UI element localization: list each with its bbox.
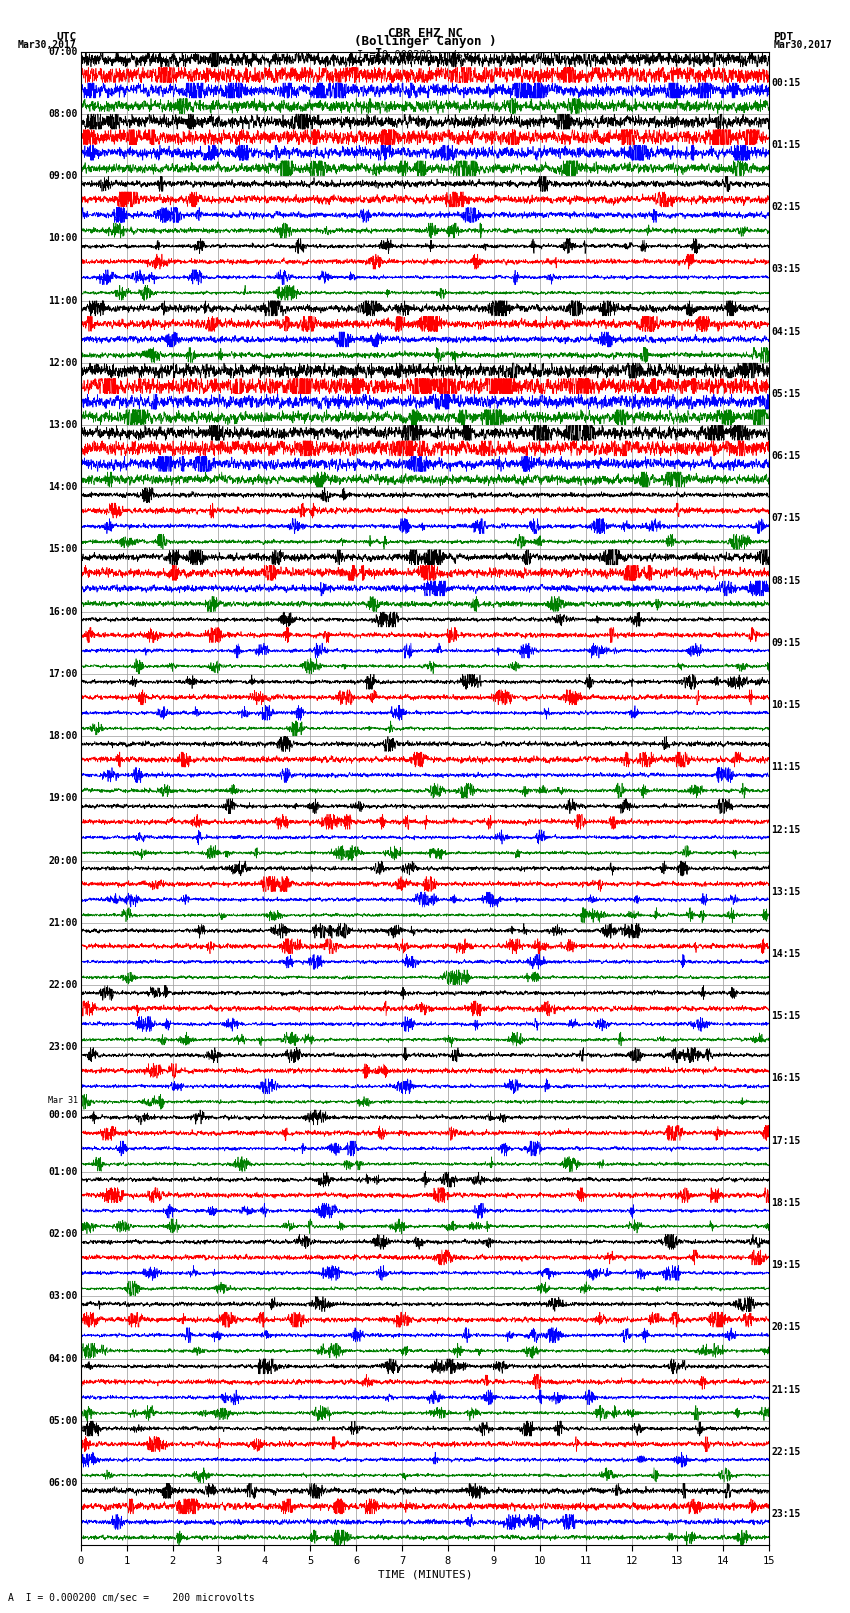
Text: 15:00: 15:00 <box>48 545 78 555</box>
Text: 21:15: 21:15 <box>771 1384 801 1395</box>
Text: Mar30,2017: Mar30,2017 <box>774 40 832 50</box>
Text: 13:00: 13:00 <box>48 419 78 431</box>
Text: 00:15: 00:15 <box>771 77 801 87</box>
Text: PDT: PDT <box>774 32 794 42</box>
Text: 01:15: 01:15 <box>771 140 801 150</box>
Text: 17:00: 17:00 <box>48 669 78 679</box>
Text: 19:15: 19:15 <box>771 1260 801 1269</box>
Text: 10:00: 10:00 <box>48 234 78 244</box>
Text: 14:15: 14:15 <box>771 948 801 960</box>
Text: 11:15: 11:15 <box>771 763 801 773</box>
Text: 16:15: 16:15 <box>771 1074 801 1084</box>
Text: Mar30,2017: Mar30,2017 <box>18 40 76 50</box>
Text: 20:00: 20:00 <box>48 855 78 866</box>
Text: 16:00: 16:00 <box>48 606 78 616</box>
Text: I: I <box>375 47 382 60</box>
Text: 17:15: 17:15 <box>771 1136 801 1145</box>
Text: 02:00: 02:00 <box>48 1229 78 1239</box>
X-axis label: TIME (MINUTES): TIME (MINUTES) <box>377 1569 473 1579</box>
Text: 01:00: 01:00 <box>48 1166 78 1177</box>
Text: 20:15: 20:15 <box>771 1323 801 1332</box>
Text: 06:00: 06:00 <box>48 1478 78 1489</box>
Text: 18:00: 18:00 <box>48 731 78 742</box>
Text: 09:15: 09:15 <box>771 637 801 648</box>
Text: UTC: UTC <box>56 32 76 42</box>
Text: 03:00: 03:00 <box>48 1292 78 1302</box>
Text: 23:00: 23:00 <box>48 1042 78 1052</box>
Text: 18:15: 18:15 <box>771 1198 801 1208</box>
Text: 03:15: 03:15 <box>771 265 801 274</box>
Text: 05:00: 05:00 <box>48 1416 78 1426</box>
Text: I = 0.000200 cm/sec: I = 0.000200 cm/sec <box>357 50 476 60</box>
Text: 22:15: 22:15 <box>771 1447 801 1457</box>
Text: 04:15: 04:15 <box>771 327 801 337</box>
Text: 04:00: 04:00 <box>48 1353 78 1363</box>
Text: 10:15: 10:15 <box>771 700 801 710</box>
Text: 12:15: 12:15 <box>771 824 801 834</box>
Text: 23:15: 23:15 <box>771 1510 801 1519</box>
Text: 07:00: 07:00 <box>48 47 78 56</box>
Text: 09:00: 09:00 <box>48 171 78 181</box>
Text: 05:15: 05:15 <box>771 389 801 398</box>
Text: 06:15: 06:15 <box>771 452 801 461</box>
Text: 02:15: 02:15 <box>771 202 801 213</box>
Text: 19:00: 19:00 <box>48 794 78 803</box>
Text: CBR EHZ NC: CBR EHZ NC <box>388 26 462 39</box>
Text: 14:00: 14:00 <box>48 482 78 492</box>
Text: 22:00: 22:00 <box>48 981 78 990</box>
Text: 08:00: 08:00 <box>48 108 78 119</box>
Text: (Bollinger Canyon ): (Bollinger Canyon ) <box>354 35 496 48</box>
Text: 00:00: 00:00 <box>48 1110 78 1119</box>
Text: 13:15: 13:15 <box>771 887 801 897</box>
Text: 12:00: 12:00 <box>48 358 78 368</box>
Text: 15:15: 15:15 <box>771 1011 801 1021</box>
Text: 08:15: 08:15 <box>771 576 801 586</box>
Text: 21:00: 21:00 <box>48 918 78 927</box>
Text: Mar 31: Mar 31 <box>48 1097 78 1105</box>
Text: A  I = 0.000200 cm/sec =    200 microvolts: A I = 0.000200 cm/sec = 200 microvolts <box>8 1594 255 1603</box>
Text: 07:15: 07:15 <box>771 513 801 523</box>
Text: 11:00: 11:00 <box>48 295 78 305</box>
